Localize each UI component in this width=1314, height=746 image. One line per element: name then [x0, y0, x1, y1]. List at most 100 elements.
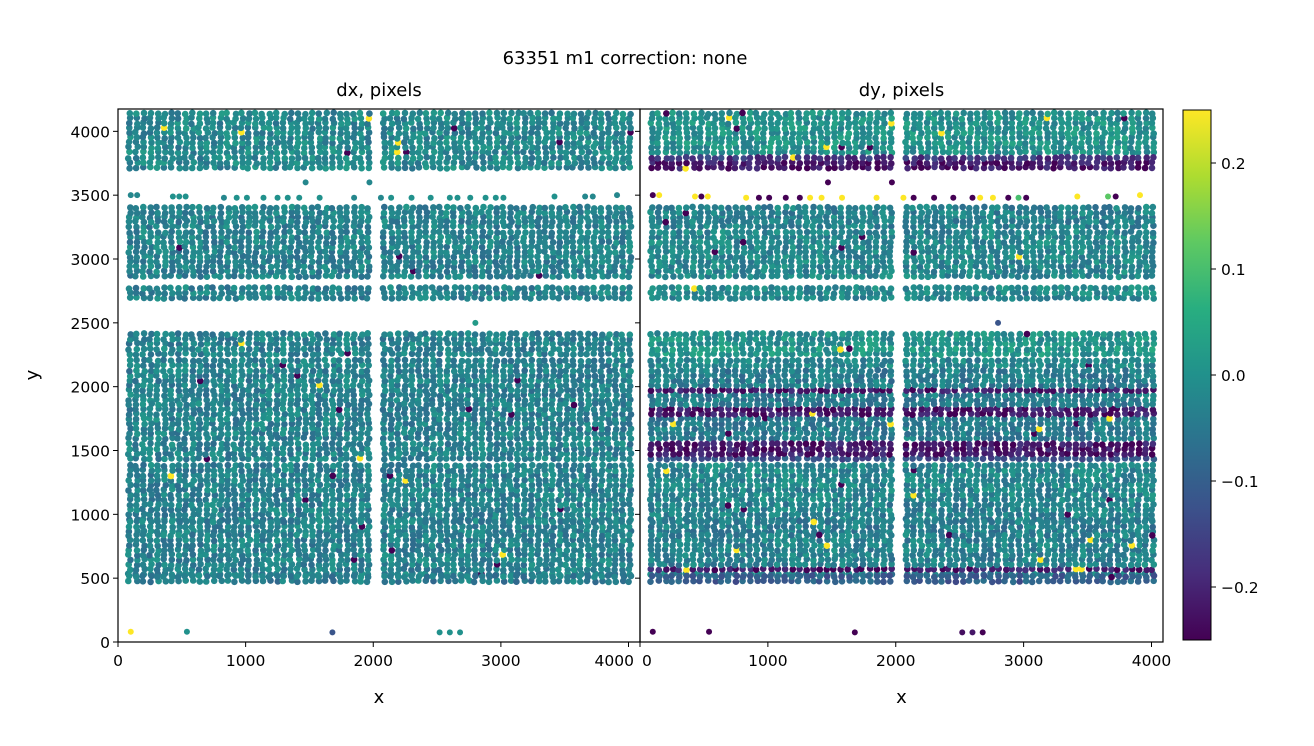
point [444, 124, 452, 132]
point [548, 204, 555, 211]
point [258, 139, 266, 147]
point [563, 285, 570, 292]
point [527, 440, 534, 448]
point [155, 153, 162, 161]
point [132, 164, 140, 172]
point [436, 139, 444, 147]
point [329, 501, 336, 508]
point [443, 139, 450, 146]
point [281, 382, 288, 390]
point [195, 416, 203, 423]
point [569, 425, 577, 433]
point [126, 446, 133, 453]
point [335, 346, 343, 354]
point [535, 115, 542, 122]
point [592, 140, 599, 147]
point [168, 204, 175, 211]
point [190, 357, 197, 365]
point [259, 367, 267, 375]
point [167, 357, 175, 365]
point [246, 345, 253, 353]
point [210, 461, 217, 469]
point [308, 164, 316, 172]
point [279, 134, 287, 141]
point [549, 134, 556, 142]
point [155, 159, 162, 166]
point [408, 524, 416, 531]
point [273, 461, 280, 469]
point [223, 109, 230, 117]
point [549, 239, 557, 246]
point [301, 253, 308, 261]
point [564, 159, 572, 166]
point [232, 229, 239, 236]
point [203, 154, 210, 162]
point [625, 400, 633, 408]
point [563, 249, 570, 256]
point [577, 400, 585, 408]
point [260, 203, 267, 211]
point [437, 218, 445, 225]
point [344, 149, 351, 157]
point [472, 204, 480, 212]
point [569, 285, 577, 292]
point [548, 501, 556, 509]
point [394, 209, 402, 217]
point [626, 456, 633, 463]
point [127, 209, 134, 217]
point [237, 238, 244, 245]
point [479, 130, 487, 137]
point [542, 134, 550, 142]
point [329, 164, 336, 171]
point [218, 284, 225, 292]
point [335, 285, 343, 293]
point [408, 238, 416, 245]
point [471, 500, 479, 508]
point [147, 461, 155, 469]
point [626, 441, 634, 448]
point [167, 501, 175, 509]
point [176, 518, 183, 526]
point [507, 209, 514, 217]
point [147, 163, 154, 171]
point [387, 284, 394, 291]
point [183, 203, 190, 211]
point [562, 204, 569, 211]
point [619, 115, 627, 123]
point [288, 238, 295, 245]
point [197, 218, 204, 226]
point [626, 134, 634, 142]
point [132, 154, 140, 162]
point [258, 487, 265, 494]
point [287, 461, 294, 469]
point [358, 164, 365, 172]
point [597, 205, 605, 212]
point [570, 441, 577, 448]
point [541, 357, 548, 364]
point [541, 209, 548, 217]
point [465, 501, 472, 508]
point [472, 144, 480, 152]
point [486, 294, 493, 302]
point [302, 351, 309, 358]
point [500, 209, 507, 217]
point [342, 462, 350, 469]
point [619, 149, 626, 156]
point [550, 154, 557, 161]
point [500, 501, 508, 508]
point [562, 357, 569, 364]
point [499, 203, 506, 211]
point [223, 130, 230, 137]
point [472, 134, 479, 142]
point [352, 144, 359, 152]
point [487, 441, 495, 449]
point [301, 392, 309, 400]
point [259, 238, 267, 246]
point [388, 144, 396, 152]
point [548, 492, 555, 499]
point [342, 451, 350, 458]
point [528, 154, 536, 162]
point [394, 356, 401, 364]
point [500, 115, 508, 123]
point [379, 110, 387, 117]
